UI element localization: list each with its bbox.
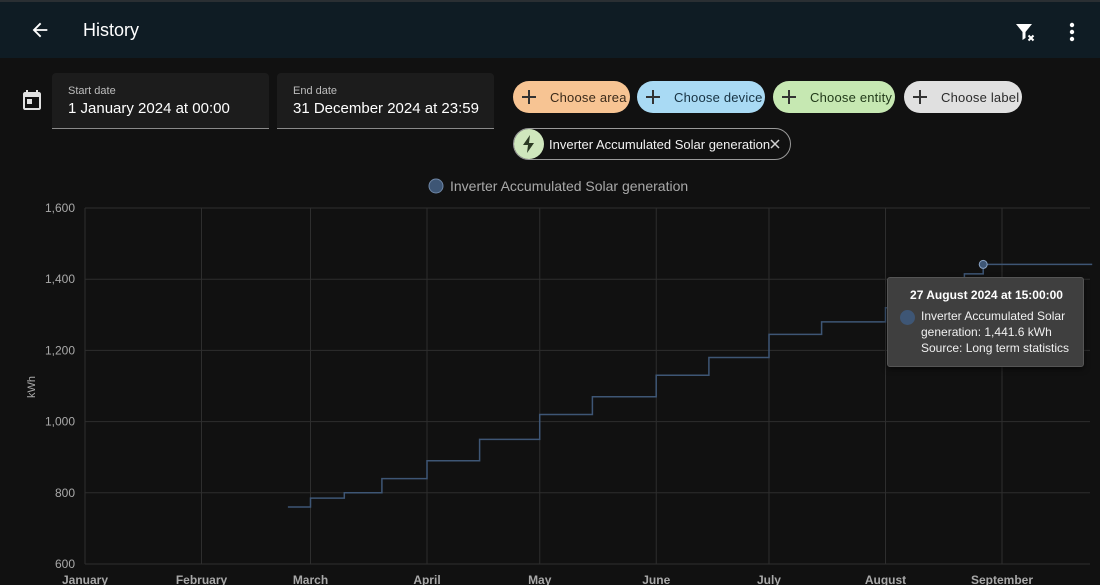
x-tick-label: August [865,573,906,585]
end-date-field[interactable]: End date 31 December 2024 at 23:59 [277,73,494,129]
history-chart: Inverter Accumulated Solar generation 60… [26,178,1093,585]
y-tick-label: 1,400 [45,272,75,286]
x-tick-label: May [528,573,552,585]
start-date-field[interactable]: Start date 1 January 2024 at 00:00 [52,73,269,129]
plus-icon [911,88,929,106]
y-tick-label: 1,200 [45,343,75,357]
choose-area-label: Choose area [550,89,627,105]
end-date-label: End date [293,85,338,97]
lightning-bolt-icon [514,129,544,159]
calendar-icon[interactable] [20,88,44,112]
tooltip-line-1: Inverter Accumulated Solar [921,309,1066,323]
legend-label: Inverter Accumulated Solar generation [450,178,688,194]
y-tick-label: 600 [55,557,75,571]
chart-tooltip: 27 August 2024 at 15:00:00 Inverter Accu… [887,277,1084,367]
top-app-bar: History [0,0,1100,58]
close-icon[interactable] [768,137,782,151]
legend-marker [428,178,444,194]
tooltip-series-marker [900,310,915,325]
x-tick-label: June [642,573,670,585]
tooltip-line-3: Source: Long term statistics [921,341,1070,355]
plus-icon [644,88,662,106]
y-tick-label: 1,600 [45,201,75,215]
plus-icon [520,88,538,106]
chart-grid [84,207,1090,565]
selected-entity-chip[interactable]: Inverter Accumulated Solar generation [513,128,791,160]
arrow-left-icon [32,22,48,38]
dots-vertical-icon [1069,22,1075,42]
choose-device-chip[interactable]: Choose device [637,81,765,113]
x-tick-label: February [176,573,228,585]
x-tick-label: April [413,573,440,585]
filter-remove-icon [1016,24,1035,42]
choose-area-chip[interactable]: Choose area [513,81,630,113]
back-button[interactable] [26,16,54,44]
x-tick-label: September [971,573,1033,585]
chart-legend[interactable]: Inverter Accumulated Solar generation [428,178,688,194]
highlighted-point[interactable] [978,259,988,269]
choose-entity-label: Choose entity [810,89,893,105]
choose-label-label: Choose label [941,89,1020,105]
more-menu-button[interactable] [1060,18,1084,46]
plus-icon [780,88,798,106]
clear-filters-button[interactable] [1011,18,1039,46]
x-axis-ticks: January February March April May June July Augu… [62,573,1033,585]
y-tick-label: 800 [55,486,75,500]
x-tick-label: March [293,573,328,585]
start-date-value: 1 January 2024 at 00:00 [68,100,230,117]
choose-label-chip[interactable]: Choose label [904,81,1022,113]
choose-device-label: Choose device [674,89,763,105]
y-axis-label: kWh [26,376,38,398]
x-tick-label: January [62,573,108,585]
tooltip-title: 27 August 2024 at 15:00:00 [910,288,1063,302]
page-title: History [83,20,140,40]
selected-entity-label: Inverter Accumulated Solar generation [549,136,771,152]
tooltip-line-2: generation: 1,441.6 kWh [921,325,1052,339]
x-tick-label: July [757,573,781,585]
y-tick-label: 1,000 [45,415,75,429]
choose-entity-chip[interactable]: Choose entity [773,81,895,113]
end-date-value: 31 December 2024 at 23:59 [293,100,479,117]
y-axis-ticks: 600 800 1,000 1,200 1,400 1,600 [45,201,75,571]
start-date-label: Start date [68,85,116,97]
